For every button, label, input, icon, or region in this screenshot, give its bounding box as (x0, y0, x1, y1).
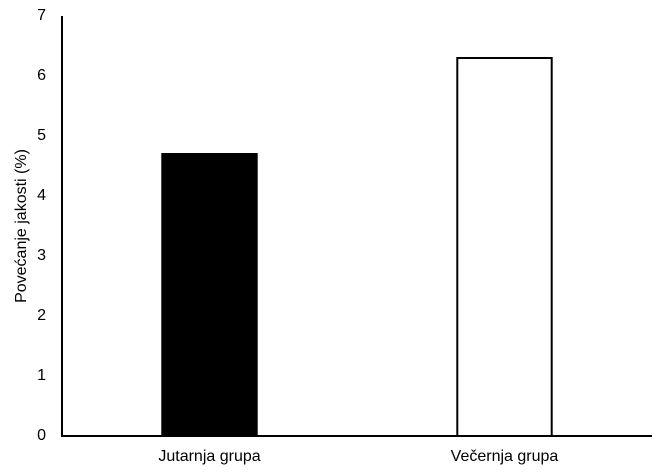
y-tick-label: 7 (37, 7, 46, 24)
y-axis-label: Povećanje jakosti (%) (13, 149, 30, 303)
y-tick-label: 1 (37, 367, 46, 384)
x-tick-label: Jutarnja grupa (158, 448, 260, 465)
y-tick-label: 2 (37, 307, 46, 324)
x-tick-label: Večernja grupa (451, 448, 559, 465)
y-tick-label: 4 (37, 187, 46, 204)
y-tick-label: 3 (37, 247, 46, 264)
y-tick-label: 5 (37, 127, 46, 144)
y-tick-label: 0 (37, 427, 46, 444)
y-tick-label: 6 (37, 67, 46, 84)
bar (456, 57, 553, 437)
bar (161, 153, 258, 437)
